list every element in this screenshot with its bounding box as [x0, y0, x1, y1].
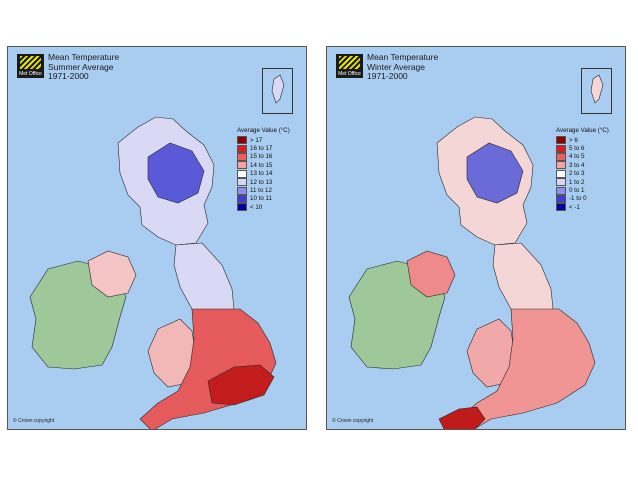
legend-label: < 10: [250, 203, 263, 211]
legend-row: 16 to 17: [237, 144, 290, 153]
legend-label: 5 to 6: [569, 145, 585, 153]
legend-label: > 6: [569, 136, 578, 144]
legend-row: 3 to 4: [556, 161, 609, 170]
met-office-logo-text: Met Office: [19, 71, 42, 77]
legend-swatch: [237, 144, 247, 153]
map-title: Mean Temperature Winter Average 1971-200…: [367, 52, 439, 82]
cornwall-hot-area: [438, 406, 486, 429]
legend-swatch: [556, 144, 566, 153]
legend-rows: > 17 16 to 17 15 to 16 14 to 15 13 to 14 12 t…: [237, 136, 290, 212]
legend-label: 2 to 3: [569, 170, 585, 178]
england-south-region: [458, 308, 596, 429]
southeast-hot-area: [207, 364, 275, 406]
legend-row: 1 to 2: [556, 178, 609, 187]
legend-label: 15 to 16: [250, 153, 273, 161]
legend-label: 16 to 17: [250, 145, 273, 153]
legend-row: < -1: [556, 203, 609, 212]
shetland-inset-frame: [262, 68, 293, 114]
legend-swatch: [556, 152, 566, 161]
legend-row: 5 to 6: [556, 144, 609, 153]
legend-swatch: [556, 186, 566, 195]
legend-swatch: [556, 169, 566, 178]
legend-label: 4 to 5: [569, 153, 585, 161]
legend-swatch: [237, 178, 247, 187]
legend-swatch: [556, 161, 566, 170]
map-title-line-1: Mean Temperature: [48, 52, 120, 62]
legend-row: 11 to 12: [237, 186, 290, 195]
northern-england-region: [492, 242, 554, 318]
scottish-highlands: [466, 142, 524, 204]
northern-england-region: [173, 242, 235, 318]
legend-swatch: [556, 178, 566, 187]
legend-label: 12 to 13: [250, 178, 273, 186]
winter-map-graphic: [348, 74, 604, 429]
legend-swatch: [237, 169, 247, 178]
copyright-text: © Crown copyright: [13, 418, 55, 424]
winter-map-panel: Met Office Mean Temperature Winter Avera…: [326, 46, 626, 430]
summer-map-graphic: [29, 74, 285, 429]
legend-row: 12 to 13: [237, 178, 290, 187]
shetland-islands: [271, 74, 285, 104]
legend-swatch: [237, 136, 247, 145]
legend-swatch: [237, 152, 247, 161]
map-title: Mean Temperature Summer Average 1971-200…: [48, 52, 120, 82]
legend-swatch: [556, 194, 566, 203]
legend-row: 0 to 1: [556, 186, 609, 195]
legend-label: -1 to 0: [569, 195, 587, 203]
map-title-line-2: Winter Average: [367, 61, 425, 72]
scottish-highlands: [147, 142, 205, 204]
met-office-logo-stripes: [20, 56, 41, 69]
copyright-text: © Crown copyright: [332, 418, 374, 424]
legend-swatch: [556, 203, 566, 212]
shetland-inset-frame: [581, 68, 612, 114]
legend-swatch: [556, 136, 566, 145]
shetland-islands: [590, 74, 604, 104]
met-office-logo: Met Office: [336, 54, 363, 78]
summer-map-panel: Met Office Mean Temperature Summer Avera…: [7, 46, 307, 430]
legend-row: > 6: [556, 136, 609, 145]
met-office-logo-stripes: [339, 56, 360, 69]
map-title-line-1: Mean Temperature: [367, 52, 439, 62]
legend-swatch: [237, 161, 247, 170]
legend-label: 11 to 12: [250, 187, 272, 195]
legend-title: Average Value (°C): [237, 127, 290, 134]
legend-title: Average Value (°C): [556, 127, 609, 134]
legend-label: 14 to 15: [250, 161, 273, 169]
legend-label: 13 to 14: [250, 170, 273, 178]
legend-row: 2 to 3: [556, 169, 609, 178]
legend-row: > 17: [237, 136, 290, 145]
legend-row: 10 to 11: [237, 194, 290, 203]
map-title-line-3: 1971-2000: [367, 71, 408, 81]
legend-label: > 17: [250, 136, 263, 144]
legend: Average Value (°C) > 17 16 to 17 15 to 16 1…: [237, 127, 290, 212]
legend-row: -1 to 0: [556, 194, 609, 203]
legend-swatch: [237, 194, 247, 203]
legend-swatch: [237, 186, 247, 195]
legend-label: 10 to 11: [250, 195, 272, 203]
legend-row: 4 to 5: [556, 152, 609, 161]
met-office-logo-text: Met Office: [338, 71, 361, 77]
northern-ireland-region: [406, 250, 456, 298]
legend-label: < -1: [569, 203, 580, 211]
legend-label: 3 to 4: [569, 161, 585, 169]
map-title-line-3: 1971-2000: [48, 71, 89, 81]
legend-row: < 10: [237, 203, 290, 212]
northern-ireland-region: [87, 250, 137, 298]
legend-row: 15 to 16: [237, 152, 290, 161]
legend-row: 13 to 14: [237, 169, 290, 178]
legend-label: 0 to 1: [569, 187, 585, 195]
legend-row: 14 to 15: [237, 161, 290, 170]
map-title-line-2: Summer Average: [48, 61, 114, 72]
legend-swatch: [237, 203, 247, 212]
met-office-logo: Met Office: [17, 54, 44, 78]
legend-label: 1 to 2: [569, 178, 585, 186]
